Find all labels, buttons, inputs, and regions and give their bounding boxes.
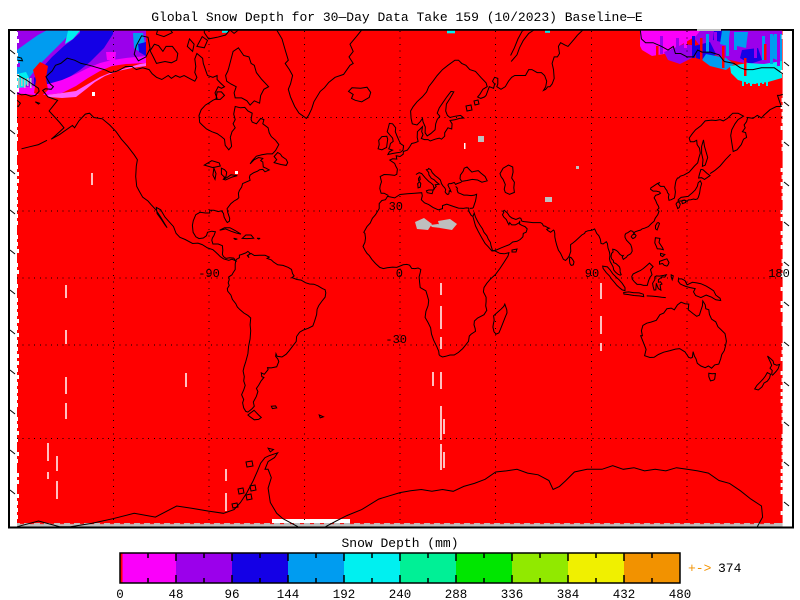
svg-text:48: 48 [168, 588, 183, 600]
svg-text:374: 374 [718, 561, 742, 576]
svg-text:144: 144 [277, 588, 300, 600]
svg-text:432: 432 [613, 588, 636, 600]
svg-text:240: 240 [389, 588, 412, 600]
svg-text:192: 192 [333, 588, 356, 600]
svg-text:-30: -30 [385, 333, 407, 347]
svg-text:90: 90 [585, 267, 599, 281]
svg-text:288: 288 [445, 588, 468, 600]
svg-text:0: 0 [116, 588, 124, 600]
svg-text:30: 30 [389, 200, 403, 214]
svg-text:0: 0 [396, 267, 403, 281]
svg-text:+->: +-> [688, 561, 712, 576]
svg-text:180: 180 [768, 267, 790, 281]
svg-text:336: 336 [501, 588, 524, 600]
svg-text:Snow Depth (mm): Snow Depth (mm) [341, 536, 458, 551]
svg-text:Global Snow Depth for 30—Day D: Global Snow Depth for 30—Day Data Take 1… [151, 10, 643, 25]
svg-text:480: 480 [669, 588, 692, 600]
svg-text:384: 384 [557, 588, 580, 600]
svg-text:-90: -90 [198, 267, 220, 281]
svg-text:96: 96 [224, 588, 239, 600]
